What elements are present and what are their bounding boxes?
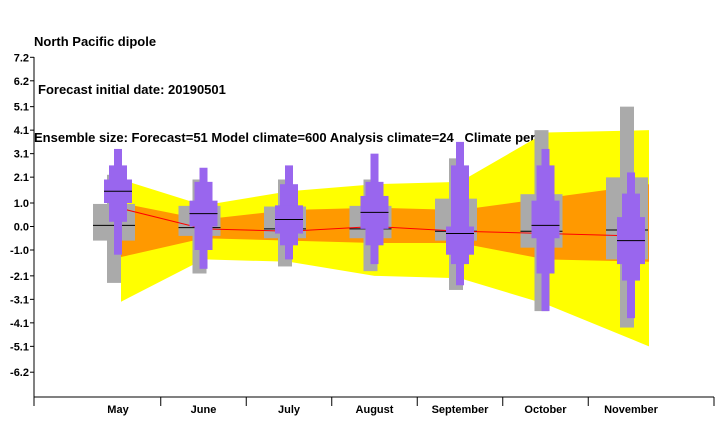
- y-tick-label-4: 3.1: [14, 149, 29, 161]
- forecast-box-4: [446, 226, 474, 255]
- y-tick-label-1: 6.2: [14, 76, 29, 88]
- x-tick-label-6: November: [604, 404, 659, 416]
- chart-title: North Pacific dipole: [34, 34, 157, 49]
- forecast-box-5: [531, 200, 560, 239]
- x-tick-label-1: June: [191, 404, 217, 416]
- x-tick-label-0: May: [107, 404, 129, 416]
- x-tick-label-3: August: [356, 404, 394, 416]
- y-tick-label-7: 0.0: [14, 222, 29, 234]
- y-tick-label-6: 1.0: [14, 198, 29, 210]
- chart-title-block: North Pacific dipole Forecast initial da…: [34, 2, 625, 162]
- chart-subtitle-ensemble: Ensemble size: Forecast=51 Model climate…: [34, 130, 625, 145]
- x-tick-label-4: September: [432, 404, 490, 416]
- y-tick-label-2: 5.1: [14, 102, 29, 114]
- y-tick-label-12: -5.1: [10, 341, 29, 353]
- y-tick-label-8: -1.0: [10, 245, 29, 257]
- y-tick-label-5: 2.1: [14, 172, 29, 184]
- y-tick-label-10: -3.1: [10, 294, 29, 306]
- y-tick-label-9: -2.1: [10, 271, 29, 283]
- x-tick-label-5: October: [524, 404, 567, 416]
- y-tick-label-0: 7.2: [14, 52, 29, 64]
- chart-subtitle-date: Forecast initial date: 20190501: [38, 82, 226, 97]
- y-tick-label-3: 4.1: [14, 125, 29, 137]
- y-tick-label-13: -6.2: [10, 367, 29, 379]
- y-tick-label-11: -4.1: [10, 318, 29, 330]
- x-tick-label-2: July: [278, 404, 301, 416]
